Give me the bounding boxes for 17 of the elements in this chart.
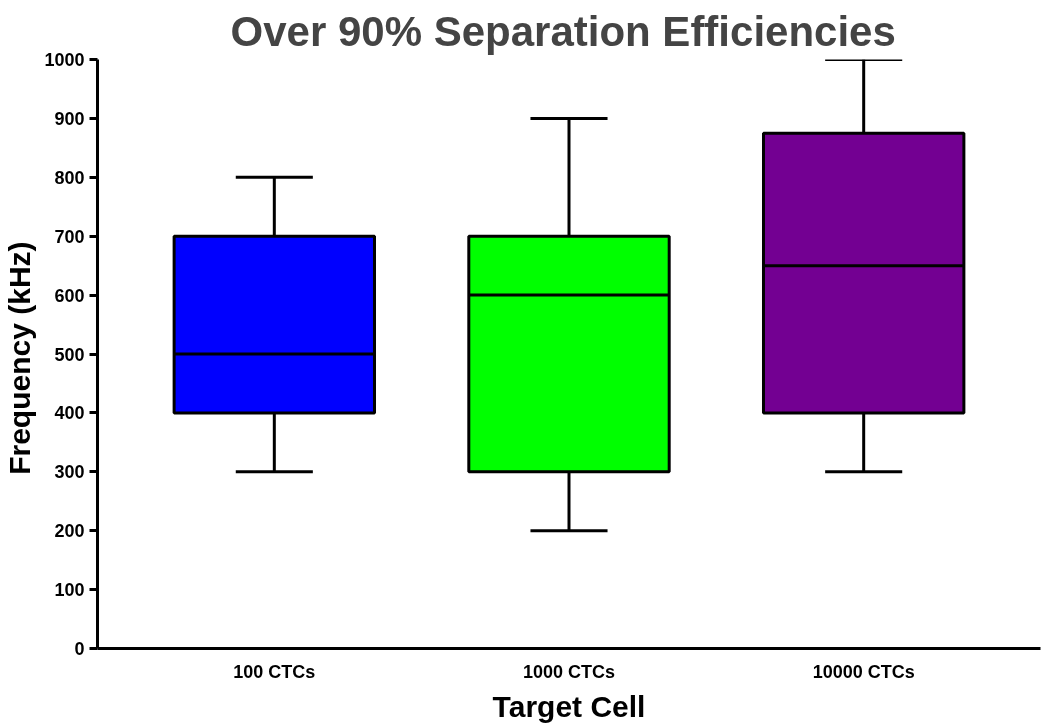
y-tick-label: 0 [74, 639, 85, 659]
y-tick-label: 100 [54, 580, 85, 601]
y-tick-label: 800 [54, 167, 85, 188]
y-tick-label: 500 [54, 344, 85, 365]
y-tick-label: 400 [54, 403, 85, 424]
x-tick-label: 10000 CTCs [812, 661, 915, 682]
y-tick-label: 900 [54, 108, 85, 129]
x-tick-label: 1000 CTCs [522, 661, 616, 682]
y-tick-label: 600 [54, 285, 85, 306]
y-axis-title: Frequency (kHz) [3, 241, 37, 475]
y-tick-label: 1000 [44, 50, 85, 70]
y-tick-label: 700 [54, 226, 85, 247]
y-tick-label: 300 [54, 462, 85, 483]
y-tick-label: 200 [54, 521, 85, 542]
chart-title: Over 90% Separation Efficiencies [230, 7, 896, 55]
x-axis-title: Target Cell [492, 689, 646, 723]
x-tick-label: 100 CTCs [233, 661, 316, 682]
